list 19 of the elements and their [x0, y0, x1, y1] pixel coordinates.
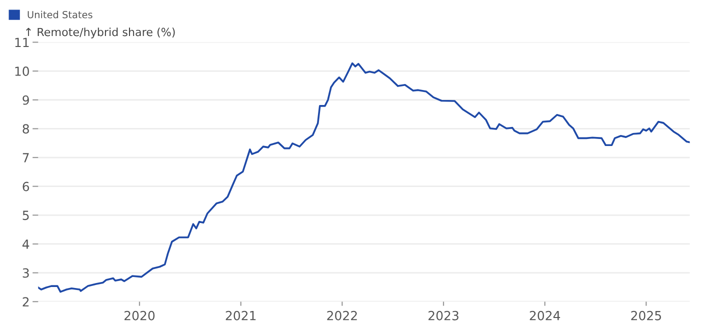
y-tick-label: 6 [22, 182, 30, 192]
x-tick-label: 2020 [124, 310, 155, 320]
y-tick-label: 9 [22, 95, 29, 105]
x-tick-label: 2022 [327, 310, 357, 320]
x-tick-label: 2021 [226, 310, 256, 320]
y-tick-label: 5 [22, 210, 29, 220]
x-tick-label: 2023 [428, 310, 458, 320]
y-tick-label: 7 [22, 153, 29, 162]
y-tick-label: 3 [22, 268, 29, 278]
y-tick-label: 8 [22, 124, 29, 134]
line-series [38, 62, 690, 293]
x-tick-label: 2024 [530, 310, 560, 320]
y-tick-label: 10 [15, 66, 29, 76]
y-tick-label: 2 [22, 297, 29, 306]
y-axis-title: ↑ Remote/hybrid share (%) [26, 28, 175, 38]
y-tick-label: 4 [22, 240, 30, 249]
legend-label: United States [28, 10, 92, 18]
y-tick-label: 11 [15, 38, 29, 47]
x-tick-label: 2025 [631, 310, 661, 320]
